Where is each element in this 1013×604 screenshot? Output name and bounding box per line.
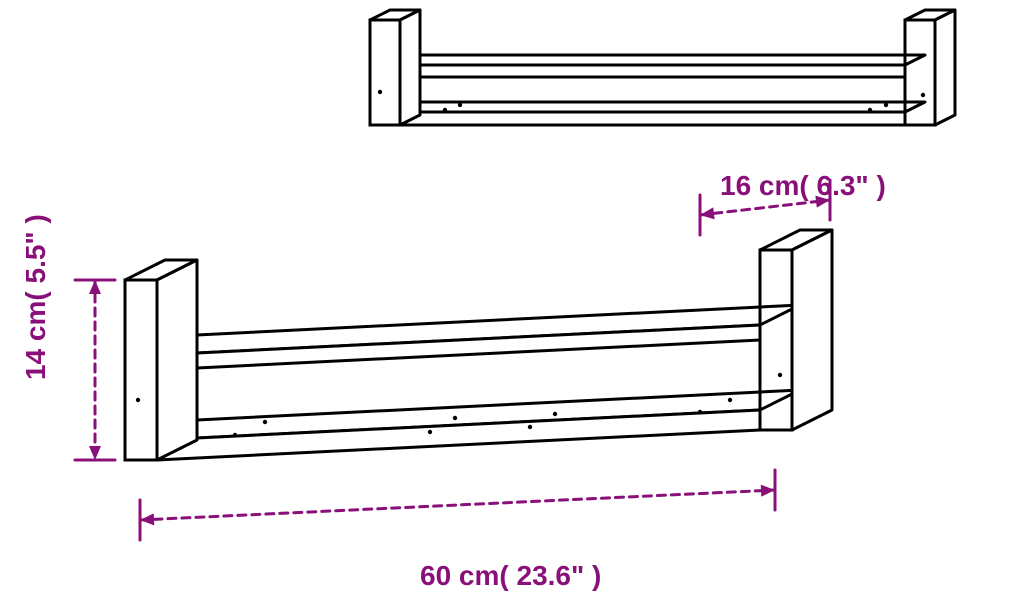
diagram-stage: 16 cm( 6.3" ) 14 cm( 5.5" ) 60 cm( 23.6"… xyxy=(0,0,1013,604)
height-label: 14 cm( 5.5" ) xyxy=(20,214,52,380)
diagram-svg xyxy=(0,0,1013,604)
depth-label: 16 cm( 6.3" ) xyxy=(720,170,886,202)
width-label: 60 cm( 23.6" ) xyxy=(420,560,601,592)
